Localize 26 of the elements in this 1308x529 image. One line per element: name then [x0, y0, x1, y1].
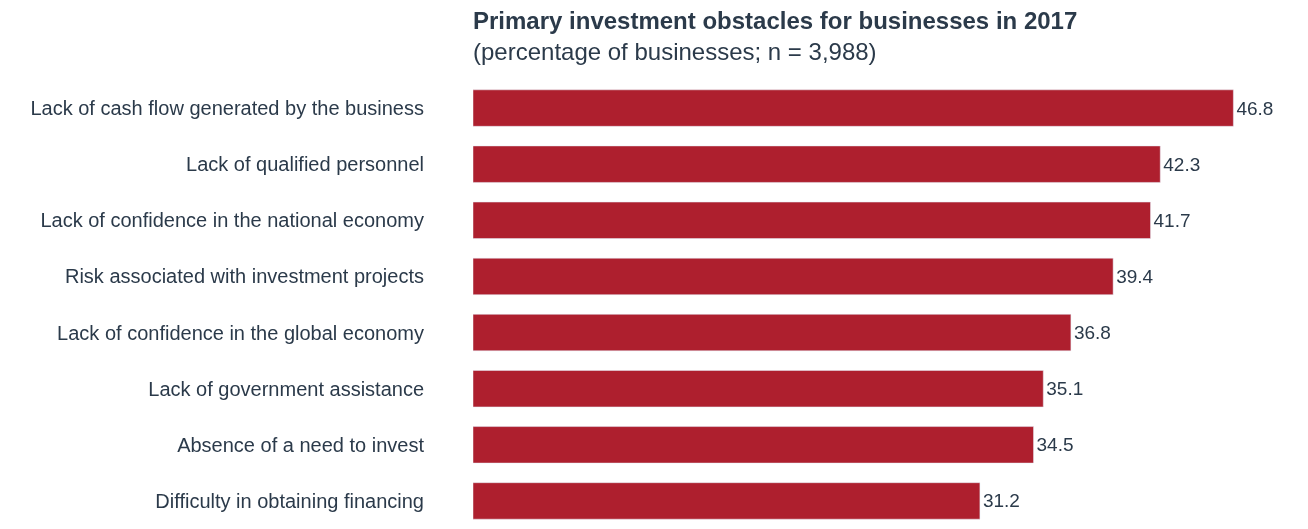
chart-subtitle: (percentage of businesses; n = 3,988): [473, 38, 877, 65]
bar: [473, 314, 1072, 352]
y-tick-label: Risk associated with investment projects: [64, 265, 424, 288]
bar: [473, 426, 1034, 464]
bar: [473, 482, 981, 520]
y-tick-label: Lack of confidence in the national economy: [40, 209, 424, 232]
data-label: 31.2: [982, 490, 1020, 512]
data-label: 42.3: [1163, 153, 1201, 175]
bar: [473, 145, 1161, 183]
data-label: 41.7: [1153, 209, 1191, 231]
data-label: 36.8: [1073, 322, 1111, 344]
y-tick-label: Lack of confidence in the global economy: [57, 321, 424, 344]
bar: [473, 89, 1234, 127]
bar: [473, 370, 1044, 408]
y-tick-label: Difficulty in obtaining financing: [155, 489, 424, 512]
data-label: 34.5: [1036, 434, 1074, 456]
y-tick-label: Absence of a need to invest: [177, 433, 425, 456]
y-tick-label: Lack of government assistance: [148, 377, 424, 400]
bar: [473, 257, 1114, 295]
chart-title: Primary investment obstacles for businesses in 2017: [473, 6, 1078, 34]
bar: [473, 201, 1151, 239]
data-label: 39.4: [1116, 265, 1154, 287]
data-label: 35.1: [1046, 378, 1084, 400]
y-tick-label: Lack of cash flow generated by the business: [30, 97, 424, 120]
y-tick-label: Lack of qualified personnel: [186, 153, 424, 176]
data-label: 46.8: [1236, 97, 1274, 119]
